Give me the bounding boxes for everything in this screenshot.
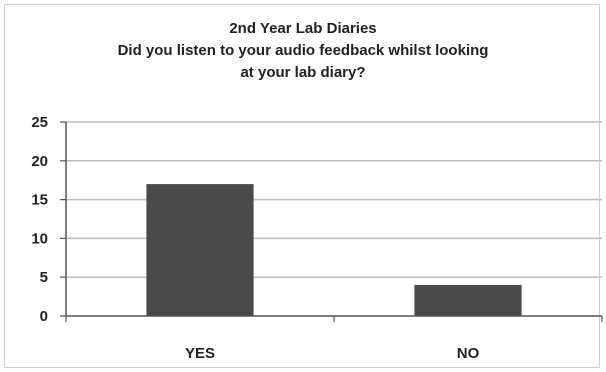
y-tick-label: 10: [31, 230, 48, 247]
bar-no: [414, 284, 522, 316]
y-tick-label: 25: [31, 114, 48, 131]
y-tick-label: 15: [31, 192, 48, 209]
bar-yes: [146, 184, 254, 316]
chart-title-line-3: at your lab diary?: [240, 64, 366, 81]
x-tick-label: NO: [457, 345, 480, 362]
chart-title-line-2: Did you listen to your audio feedback wh…: [117, 42, 489, 59]
chart-title: 2nd Year Lab Diaries Did you listen to y…: [0, 18, 606, 84]
x-tick-label: YES: [185, 345, 215, 362]
y-tick-label: 0: [40, 308, 48, 325]
chart-title-line-1: 2nd Year Lab Diaries: [229, 20, 377, 37]
y-tick-label: 5: [40, 269, 48, 286]
y-tick-label: 20: [31, 153, 48, 170]
